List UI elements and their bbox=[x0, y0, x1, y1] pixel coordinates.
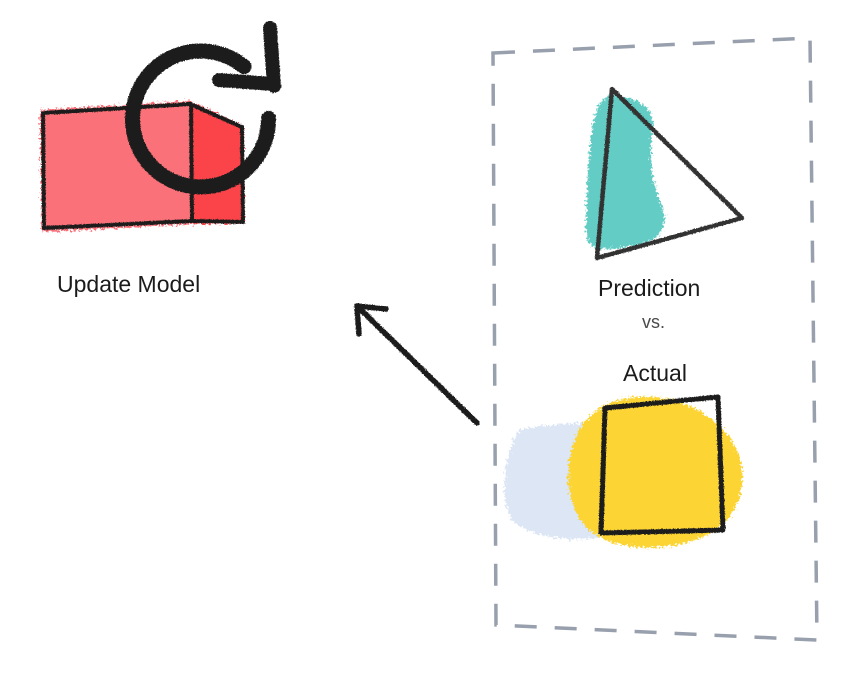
actual-node[interactable] bbox=[504, 394, 743, 548]
update-model-label: Update Model bbox=[57, 271, 201, 297]
square-outline bbox=[598, 394, 726, 536]
feedback-arrow bbox=[354, 303, 480, 426]
vs-label: vs. bbox=[642, 312, 666, 332]
cube-outline bbox=[41, 102, 245, 230]
square-paint-blob-yellow bbox=[568, 396, 743, 548]
refresh-circular-arrow-icon bbox=[125, 21, 281, 195]
prediction-node[interactable] bbox=[585, 86, 745, 261]
actual-label: Actual bbox=[623, 360, 687, 386]
comparison-group-box bbox=[491, 36, 819, 642]
prediction-label: Prediction bbox=[598, 275, 701, 301]
triangle-paint-blob bbox=[585, 95, 665, 249]
triangle-outline bbox=[594, 86, 745, 261]
update-model-node[interactable] bbox=[40, 21, 281, 232]
